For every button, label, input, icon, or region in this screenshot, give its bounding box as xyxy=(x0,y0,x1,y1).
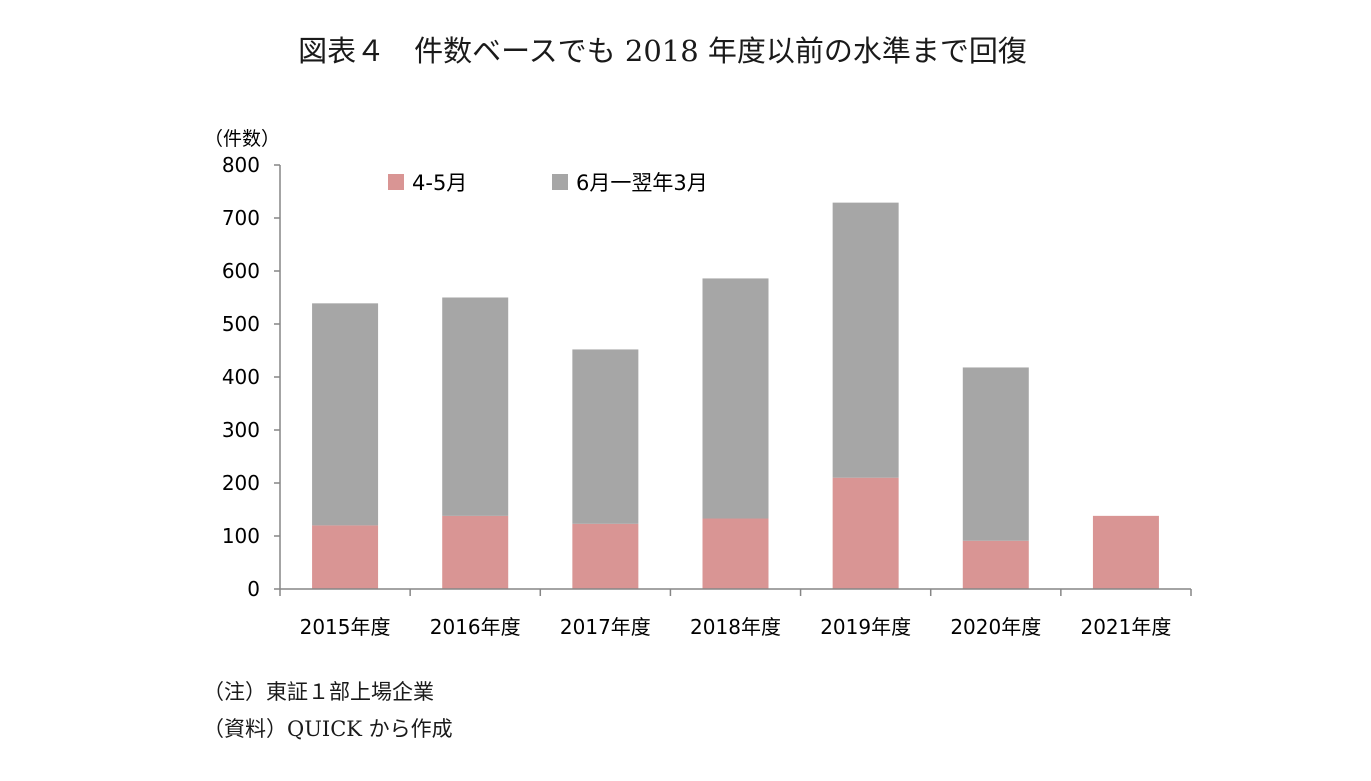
axes-layer: 0 100 200 300 400 500 600 700 800 2015年度 2016年度 201… xyxy=(204,128,1192,639)
legend: 4-5月 6月一翌年3月 xyxy=(388,171,708,195)
x-tick-label-2016年度: 2016年度 xyxy=(430,615,521,639)
bar-2020年度-series-1 xyxy=(962,540,1029,589)
x-tick-label-2015年度: 2015年度 xyxy=(300,615,391,639)
x-tick-label-2021年度: 2021年度 xyxy=(1080,615,1171,639)
legend-label-1: 4-5月 xyxy=(412,171,467,195)
bar-2021年度-series-1 xyxy=(1092,515,1159,589)
y-tick-label-300: 300 xyxy=(222,418,260,442)
x-tick-label-2019年度: 2019年度 xyxy=(820,615,911,639)
bar-2018年度-series-1 xyxy=(702,518,769,589)
bars-layer xyxy=(312,202,1159,589)
legend-label-2: 6月一翌年3月 xyxy=(576,171,708,195)
y-tick-label-700: 700 xyxy=(222,206,260,230)
bar-2017年度-series-2 xyxy=(572,349,639,524)
x-tick-label-2017年度: 2017年度 xyxy=(560,615,651,639)
y-tick-label-200: 200 xyxy=(222,471,260,495)
x-tick-label-2020年度: 2020年度 xyxy=(950,615,1041,639)
y-tick-label-100: 100 xyxy=(222,524,260,548)
y-tick-label-800: 800 xyxy=(222,153,260,177)
bar-2019年度-series-2 xyxy=(832,202,899,478)
y-tick-label-0: 0 xyxy=(247,577,260,601)
y-tick-label-600: 600 xyxy=(222,259,260,283)
y-tick-label-400: 400 xyxy=(222,365,260,389)
footnote-note: （注）東証１部上場企業 xyxy=(203,680,434,704)
bar-2020年度-series-2 xyxy=(962,367,1029,541)
bar-2016年度-series-1 xyxy=(442,515,509,589)
legend-swatch-2 xyxy=(552,174,568,190)
y-axis-label: （件数） xyxy=(204,128,280,150)
bar-2018年度-series-2 xyxy=(702,278,769,519)
bar-2015年度-series-2 xyxy=(312,303,379,526)
x-tick-label-2018年度: 2018年度 xyxy=(690,615,781,639)
bar-2019年度-series-1 xyxy=(832,477,899,589)
chart-title: 図表４ 件数ベースでも 2018 年度以前の水準まで回復 xyxy=(298,34,1027,68)
bar-2017年度-series-1 xyxy=(572,523,639,589)
bar-2016年度-series-2 xyxy=(442,297,509,516)
bar-2015年度-series-1 xyxy=(312,525,379,589)
legend-swatch-1 xyxy=(388,174,404,190)
y-tick-label-500: 500 xyxy=(222,312,260,336)
footnote-source: （資料）QUICK から作成 xyxy=(203,717,453,741)
